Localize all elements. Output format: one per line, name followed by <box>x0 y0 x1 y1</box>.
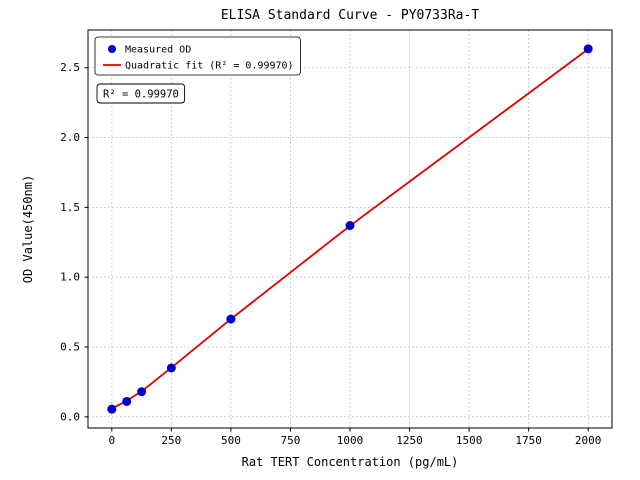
x-axis-label: Rat TERT Concentration (pg/mL) <box>242 455 459 469</box>
x-tick-label: 250 <box>161 434 181 447</box>
y-tick-label: 1.0 <box>60 271 80 284</box>
x-tick-label: 1500 <box>456 434 483 447</box>
x-tick-label: 1000 <box>337 434 364 447</box>
annotation-box <box>96 83 186 104</box>
chart-title: ELISA Standard Curve - PY0733Ra-T <box>221 8 479 23</box>
data-point <box>583 44 593 54</box>
x-tick-label: 2000 <box>575 434 602 447</box>
x-tick-label: 0 <box>109 434 116 447</box>
legend-box <box>94 36 301 76</box>
y-tick-label: 0.5 <box>60 341 80 354</box>
legend-label-quadratic-fit: Quadratic fit (R² = 0.99970) <box>125 61 294 72</box>
y-tick-label: 2.0 <box>60 131 80 144</box>
legend-marker-dot <box>108 45 116 53</box>
legend-label-measured-od: Measured OD <box>125 45 191 56</box>
data-point <box>122 396 132 406</box>
data-point <box>226 314 236 324</box>
y-tick-label: 1.5 <box>60 201 80 214</box>
x-tick-label: 750 <box>281 434 301 447</box>
x-tick-label: 1250 <box>396 434 423 447</box>
data-point <box>345 221 355 231</box>
y-tick-label: 0.0 <box>60 410 80 423</box>
y-tick-label: 2.5 <box>60 61 80 74</box>
y-axis-label: OD Value(450nm) <box>21 175 35 283</box>
data-point <box>107 404 117 414</box>
data-point <box>137 387 147 397</box>
data-point <box>166 363 176 373</box>
annotation-r-squared: R² = 0.99970 <box>103 89 179 101</box>
x-tick-label: 1750 <box>515 434 542 447</box>
x-tick-label: 500 <box>221 434 241 447</box>
